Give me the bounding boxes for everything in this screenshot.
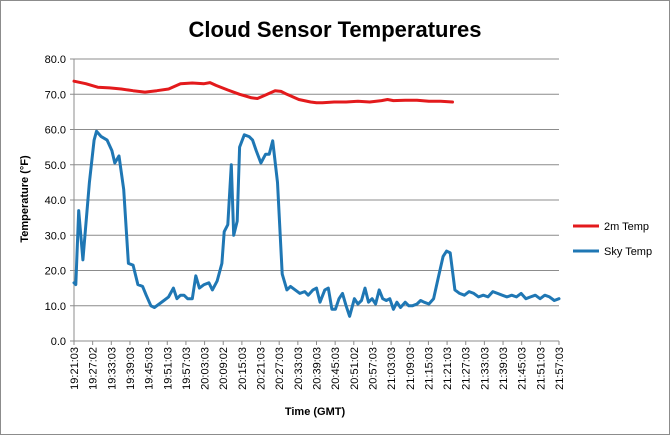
y-tick-label: 70.0 (45, 89, 66, 101)
x-tick-label: 20:27:03 (274, 347, 286, 390)
x-tick-label: 21:27:03 (461, 347, 473, 390)
y-tick-label: 0.0 (51, 336, 66, 348)
x-tick-label: 20:03:03 (200, 347, 212, 390)
series-lines (72, 79, 561, 318)
x-tick-label: 20:21:03 (256, 347, 268, 390)
x-tick-label: 21:45:03 (517, 347, 529, 390)
chart-title: Cloud Sensor Temperatures (189, 17, 482, 42)
y-tick-label: 60.0 (45, 125, 66, 137)
legend: 2m Temp Sky Temp (573, 221, 652, 258)
legend-label: 2m Temp (604, 221, 649, 233)
x-tick-label: 19:51:03 (162, 347, 174, 390)
x-tick-label: 21:21:03 (442, 347, 454, 390)
x-tick-label: 20:57:03 (367, 347, 379, 390)
x-tick-label: 19:33:03 (106, 347, 118, 390)
x-tick-label: 19:45:03 (144, 347, 156, 390)
legend-label: Sky Temp (604, 246, 652, 258)
x-tick-label: 21:51:03 (535, 347, 547, 390)
y-tick-label: 40.0 (45, 195, 66, 207)
x-tick-label: 19:21:03 (69, 347, 81, 390)
x-tick-label: 20:39:03 (312, 347, 324, 390)
x-tick-label: 21:39:03 (498, 347, 510, 390)
x-tick-label: 19:27:02 (88, 347, 100, 390)
x-tick-label: 20:51:02 (349, 347, 361, 390)
x-tick-label: 21:09:03 (405, 347, 417, 390)
y-tick-label: 80.0 (45, 54, 66, 66)
x-tick-label: 20:33:03 (293, 347, 305, 390)
y-tick-label: 30.0 (45, 230, 66, 242)
x-tick-label: 21:15:03 (423, 347, 435, 390)
axes (70, 58, 560, 345)
x-tick-label: 21:03:03 (386, 347, 398, 390)
x-tick-label: 19:57:03 (181, 347, 193, 390)
x-axis-title: Time (GMT) (285, 406, 346, 418)
y-axis-title: Temperature (°F) (19, 155, 31, 243)
y-tick-label: 50.0 (45, 160, 66, 172)
x-tick-label: 21:57:03 (554, 347, 566, 390)
x-tick-label: 19:39:03 (125, 347, 137, 390)
y-tick-labels: 0.0 10.0 20.0 30.0 40.0 50.0 60.0 70.0 80.0 (45, 54, 66, 348)
x-tick-label: 20:15:03 (237, 347, 249, 390)
series-line-two-m-temp (72, 79, 454, 105)
series-line-sky-temp (72, 129, 561, 318)
x-tick-label: 21:33:03 (479, 347, 491, 390)
x-tick-label: 20:09:02 (218, 347, 230, 390)
x-tick-label: 20:45:03 (330, 347, 342, 390)
x-tick-labels: 19:21:03 19:27:02 19:33:03 19:39:03 19:45:03… (69, 347, 566, 390)
gridlines (74, 58, 559, 307)
y-tick-label: 10.0 (45, 301, 66, 313)
y-tick-label: 20.0 (45, 266, 66, 278)
